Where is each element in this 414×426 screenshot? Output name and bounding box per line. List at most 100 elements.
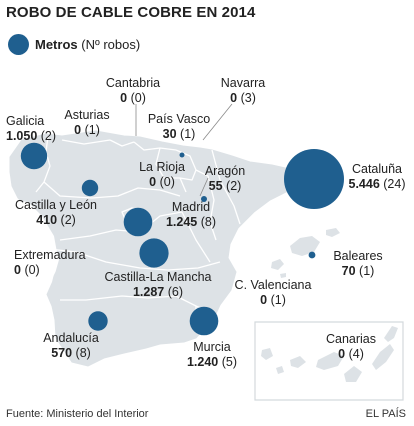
bubble-baleares xyxy=(308,251,316,259)
label-aragon: Aragón 55 (2) xyxy=(203,164,247,194)
canarias-island xyxy=(261,348,273,360)
region-metros: 570 xyxy=(51,346,73,360)
region-robos: (2) xyxy=(40,129,57,143)
region-robos: (4) xyxy=(348,347,364,361)
region-metros: 0 xyxy=(338,347,346,361)
region-robos: (24) xyxy=(383,177,406,191)
region-name: Cataluña xyxy=(351,162,403,176)
region-name: C. Valenciana xyxy=(234,278,312,292)
leader-lines xyxy=(135,103,233,197)
label-rioja: La Rioja 0 (0) xyxy=(137,160,187,190)
region-values: 1.245 (8) xyxy=(158,215,224,230)
bubbles-layer xyxy=(20,142,344,336)
label-castillamancha: Castilla-La Mancha 1.287 (6) xyxy=(98,270,218,300)
region-values: 5.446 (24) xyxy=(346,177,408,192)
label-baleares: Baleares 70 (1) xyxy=(329,249,387,279)
region-metros: 1.287 xyxy=(132,285,165,299)
region-name: Aragón xyxy=(204,164,246,178)
region-name: Asturias xyxy=(64,108,110,122)
region-metros: 410 xyxy=(36,213,58,227)
label-murcia: Murcia 1.240 (5) xyxy=(184,340,240,370)
legend-sub-label: (Nº robos) xyxy=(81,36,141,52)
region-robos: (2) xyxy=(60,213,76,227)
region-metros: 30 xyxy=(162,127,177,141)
source-note: Fuente: Ministerio del Interior xyxy=(6,408,149,420)
map-title: ROBO DE CABLE COBRE EN 2014 xyxy=(6,4,256,21)
region-values: 0 (1) xyxy=(62,123,112,138)
bubble-paisvasco xyxy=(179,152,185,158)
label-madrid: Madrid 1.245 (8) xyxy=(158,200,224,230)
mallorca xyxy=(290,236,320,256)
region-values: 30 (1) xyxy=(147,127,211,142)
region-metros: 5.446 xyxy=(348,177,380,191)
region-name: La Rioja xyxy=(139,160,185,174)
bubble-galicia xyxy=(20,142,48,170)
portugal-area xyxy=(6,200,58,360)
label-paisvasco: País Vasco 30 (1) xyxy=(147,112,211,142)
canarias-inset xyxy=(254,321,404,401)
label-cataluna: Cataluña 5.446 (24) xyxy=(346,162,408,192)
label-castillaleon: Castilla y León 410 (2) xyxy=(4,198,108,228)
region-robos: (1) xyxy=(270,293,286,307)
region-name: Extremadura xyxy=(14,248,86,262)
canarias-inset-frame xyxy=(254,321,404,401)
region-robos: (8) xyxy=(75,346,91,360)
canarias-island xyxy=(384,326,398,342)
region-robos: (1) xyxy=(84,123,100,137)
region-values: 0 (1) xyxy=(230,293,316,308)
region-name: Cantabria xyxy=(105,76,161,90)
label-canarias: Canarias 0 (4) xyxy=(320,332,382,362)
legend-label: Metros (Nº robos) xyxy=(35,37,140,52)
bubble-andalucia xyxy=(88,311,108,331)
region-metros: 1.050 xyxy=(6,129,38,143)
region-values: 0 (4) xyxy=(320,347,382,362)
region-name: Murcia xyxy=(193,340,231,354)
canarias-island xyxy=(372,344,394,370)
region-robos: (0) xyxy=(159,175,175,189)
canarias-island xyxy=(344,366,362,382)
menorca xyxy=(326,228,340,237)
region-metros: 55 xyxy=(208,179,223,193)
region-robos: (3) xyxy=(240,91,256,105)
region-metros: 1.245 xyxy=(165,215,198,229)
region-name: Canarias xyxy=(325,332,377,346)
legend-bold-label: Metros xyxy=(35,36,78,52)
region-name: Baleares xyxy=(333,249,383,263)
label-asturias: Asturias 0 (1) xyxy=(62,108,112,138)
label-valenciana: C. Valenciana 0 (1) xyxy=(230,278,316,308)
legend-bubble-icon xyxy=(8,33,29,55)
region-robos: (8) xyxy=(200,215,217,229)
label-cantabria: Cantabria 0 (0) xyxy=(103,76,163,106)
region-robos: (1) xyxy=(180,127,196,141)
canarias-island xyxy=(276,366,284,374)
region-values: 1.240 (5) xyxy=(184,355,240,370)
region-metros: 0 xyxy=(149,175,157,189)
bubble-aragon xyxy=(201,196,207,202)
region-values: 55 (2) xyxy=(203,179,247,194)
region-values: 0 (0) xyxy=(103,91,163,106)
region-robos: (1) xyxy=(359,264,375,278)
ibiza xyxy=(271,259,284,270)
region-name: Madrid xyxy=(171,200,211,214)
bubble-castillaleon xyxy=(81,179,99,197)
region-name: Andalucía xyxy=(43,331,99,345)
region-metros: 70 xyxy=(341,264,356,278)
region-values: 0 (0) xyxy=(14,263,86,278)
region-name: País Vasco xyxy=(147,112,211,126)
region-values: 410 (2) xyxy=(4,213,108,228)
label-extremadura: Extremadura 0 (0) xyxy=(14,248,86,278)
region-metros: 0 xyxy=(120,91,128,105)
region-metros: 0 xyxy=(14,263,21,277)
region-values: 0 (0) xyxy=(137,175,187,190)
region-values: 1.287 (6) xyxy=(98,285,218,300)
region-robos: (6) xyxy=(167,285,184,299)
formentera xyxy=(280,273,286,278)
label-andalucia: Andalucía 570 (8) xyxy=(40,331,102,361)
canarias-island xyxy=(316,352,344,370)
label-navarra: Navarra 0 (3) xyxy=(214,76,272,106)
brand-logo: EL PAÍS xyxy=(365,408,406,420)
region-values: 0 (3) xyxy=(214,91,272,106)
region-metros: 0 xyxy=(230,91,238,105)
region-robos: (5) xyxy=(221,355,238,369)
